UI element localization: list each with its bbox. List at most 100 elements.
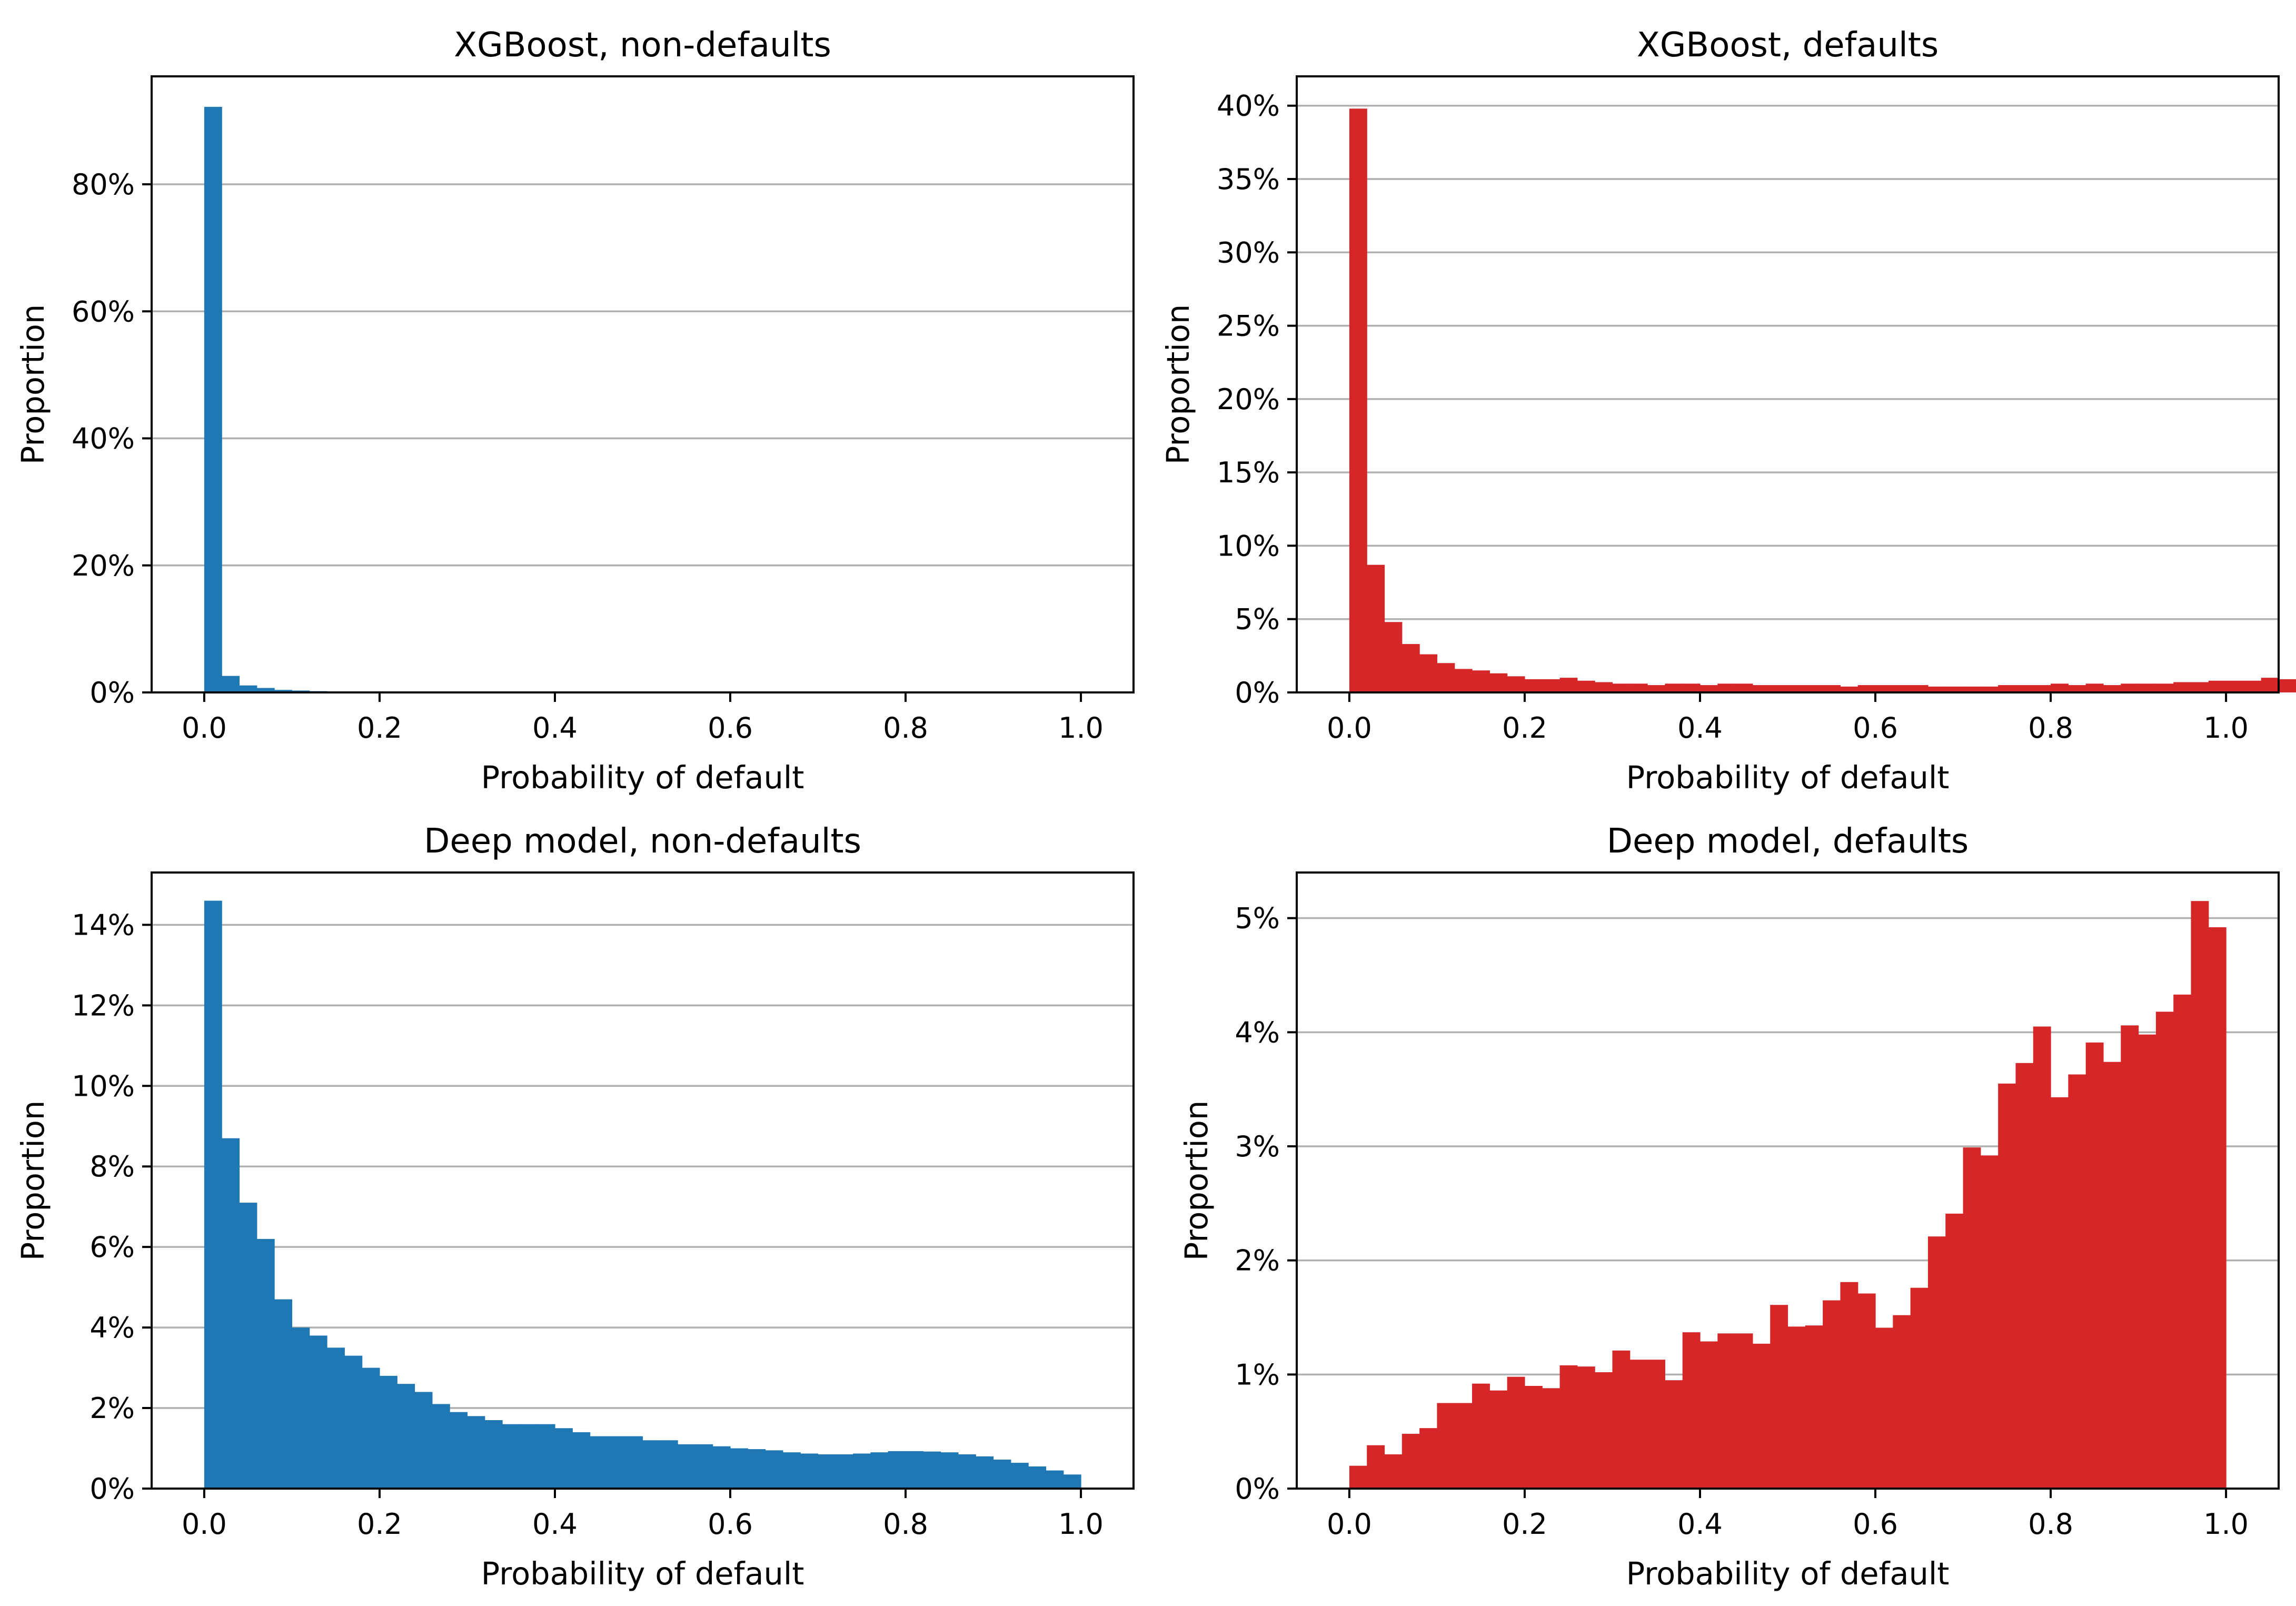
bar bbox=[1823, 685, 1841, 692]
x-tick-label: 0.0 bbox=[182, 711, 227, 745]
x-tick-label: 0.4 bbox=[1677, 1508, 1723, 1541]
bar bbox=[362, 1367, 380, 1489]
bar bbox=[256, 688, 275, 692]
bar bbox=[274, 690, 293, 692]
bar bbox=[2226, 680, 2244, 692]
bar bbox=[2103, 1062, 2121, 1489]
bar bbox=[712, 1446, 731, 1489]
bar bbox=[1384, 622, 1403, 692]
x-tick-label: 0.8 bbox=[883, 711, 928, 745]
y-axis-label: Proportion bbox=[1160, 304, 1196, 464]
chart-panel-3: 0% 2% 4% 6% 8% 10% 12% 14% 0.0 0.2 0.4 0.6 0.8 1.0 Dee… bbox=[15, 822, 1135, 1592]
bar bbox=[1454, 669, 1473, 692]
axes-frame bbox=[151, 75, 1135, 693]
bar bbox=[835, 1454, 853, 1489]
y-tick-label: 40% bbox=[72, 422, 135, 455]
bar bbox=[1402, 1434, 1420, 1489]
x-tick-label: 0.4 bbox=[1677, 711, 1723, 745]
y-tick-label: 20% bbox=[1217, 383, 1280, 416]
bar bbox=[502, 1424, 520, 1489]
x-tick-label: 0.6 bbox=[708, 1508, 753, 1541]
bar bbox=[1472, 670, 1490, 692]
bar bbox=[2208, 680, 2227, 692]
chart-panel-4: 0% 1% 2% 3% 4% 5% 0.0 0.2 0.4 0.6 0.8 1.0 Deep model… bbox=[1178, 822, 2280, 1592]
bar bbox=[678, 1444, 696, 1489]
y-axis-label: Proportion bbox=[1178, 1101, 1215, 1261]
bar bbox=[1857, 1293, 1876, 1489]
x-tick-label: 0.8 bbox=[883, 1508, 928, 1541]
chart-title: Deep model, defaults bbox=[1607, 822, 1969, 861]
bar bbox=[1927, 1236, 1946, 1489]
bar bbox=[1910, 685, 1929, 692]
bar bbox=[2033, 685, 2051, 692]
bar bbox=[1559, 1365, 1578, 1489]
axes-frame bbox=[1296, 75, 2280, 693]
chart-title: XGBoost, defaults bbox=[1637, 26, 1939, 65]
y-tick-label: 60% bbox=[72, 295, 135, 328]
bar bbox=[976, 1456, 994, 1489]
bar bbox=[2015, 1063, 2034, 1489]
bar bbox=[1489, 1390, 1508, 1489]
x-tick-label: 0.0 bbox=[1327, 711, 1372, 745]
bar bbox=[642, 1440, 661, 1489]
bar bbox=[1046, 1470, 1064, 1489]
bar bbox=[1980, 1155, 1999, 1489]
y-tick-label: 30% bbox=[1217, 236, 1280, 269]
bar bbox=[467, 1416, 485, 1489]
x-tick-label: 1.0 bbox=[1058, 711, 1104, 745]
x-tick-label: 0.6 bbox=[1853, 1508, 1898, 1541]
bar bbox=[256, 1238, 275, 1489]
y-tick-label: 20% bbox=[72, 549, 135, 582]
x-tick-label: 0.8 bbox=[2028, 711, 2073, 745]
chart-panel-1: 0% 20% 40% 60% 80% 0.0 0.2 0.4 0.6 0.8 1.0 XGBoost,… bbox=[15, 26, 1135, 796]
bar bbox=[1752, 685, 1771, 692]
bar bbox=[397, 1384, 415, 1489]
bar bbox=[2068, 1074, 2086, 1489]
x-tick-label: 0.2 bbox=[357, 1508, 402, 1541]
bar bbox=[782, 1452, 801, 1489]
chart-title: Deep model, non-defaults bbox=[424, 822, 861, 861]
bar bbox=[1629, 1360, 1648, 1489]
bar bbox=[1875, 1327, 1893, 1489]
bar bbox=[379, 1375, 397, 1489]
bar bbox=[2155, 1012, 2174, 1489]
bar bbox=[870, 1452, 889, 1489]
bar bbox=[222, 1138, 240, 1489]
bar bbox=[1963, 1147, 1981, 1489]
y-tick-label: 10% bbox=[72, 1069, 135, 1103]
bar bbox=[853, 1453, 871, 1489]
bar bbox=[2173, 994, 2192, 1489]
x-axis-label: Probability of default bbox=[1626, 759, 1950, 796]
bar bbox=[1384, 1454, 1403, 1489]
x-tick-label: 1.0 bbox=[1058, 1508, 1104, 1541]
bar bbox=[1875, 685, 1893, 692]
y-tick-label: 6% bbox=[90, 1231, 135, 1264]
bar bbox=[292, 1327, 310, 1489]
bar bbox=[239, 685, 257, 692]
bar bbox=[1752, 1343, 1771, 1489]
bar bbox=[1507, 676, 1525, 692]
y-tick-label: 25% bbox=[1217, 310, 1280, 343]
bar bbox=[327, 1347, 345, 1489]
bar bbox=[1945, 1213, 1964, 1489]
bar bbox=[2155, 683, 2174, 692]
x-tick-label: 0.2 bbox=[357, 711, 402, 745]
bar bbox=[1770, 1305, 1788, 1489]
bar bbox=[1612, 1350, 1631, 1489]
bar bbox=[993, 1459, 1011, 1489]
bar bbox=[748, 1449, 766, 1489]
bar bbox=[2191, 682, 2209, 692]
bar bbox=[2191, 901, 2209, 1489]
bar bbox=[765, 1450, 783, 1489]
bar bbox=[2085, 1042, 2104, 1489]
bar bbox=[572, 1432, 591, 1489]
bar bbox=[344, 1355, 363, 1489]
bar bbox=[1524, 679, 1543, 692]
y-tick-label: 12% bbox=[72, 989, 135, 1022]
bar bbox=[1980, 686, 1999, 692]
bar bbox=[2138, 1034, 2156, 1489]
bar bbox=[2051, 683, 2069, 692]
x-tick-label: 0.4 bbox=[532, 711, 578, 745]
bar bbox=[1595, 682, 1613, 692]
